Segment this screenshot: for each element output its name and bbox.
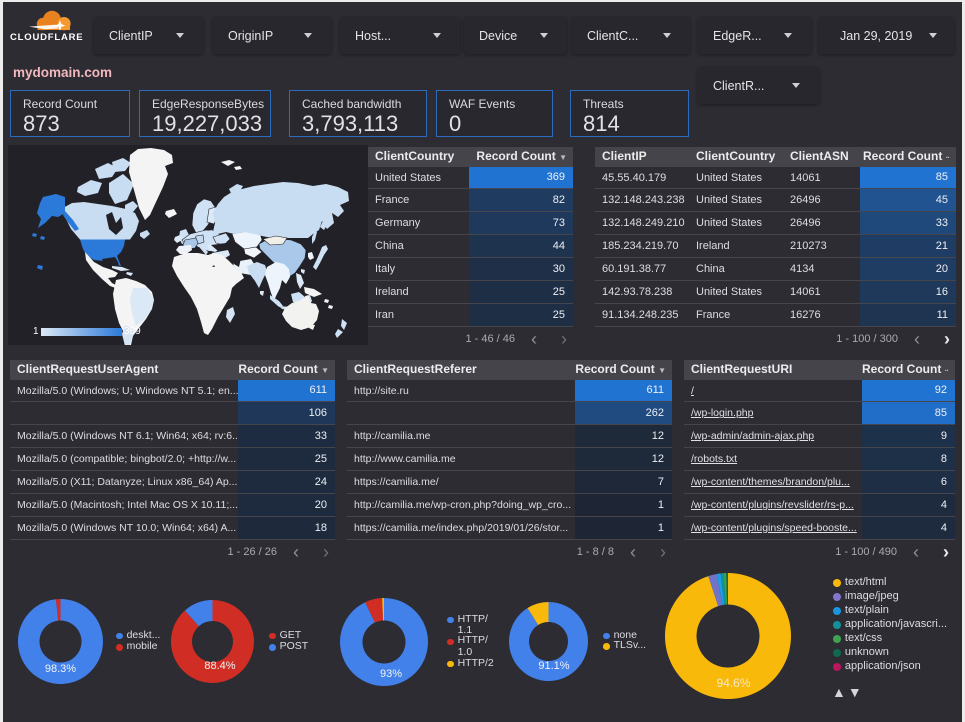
svg-text:CLOUDFLARE: CLOUDFLARE	[10, 32, 83, 42]
